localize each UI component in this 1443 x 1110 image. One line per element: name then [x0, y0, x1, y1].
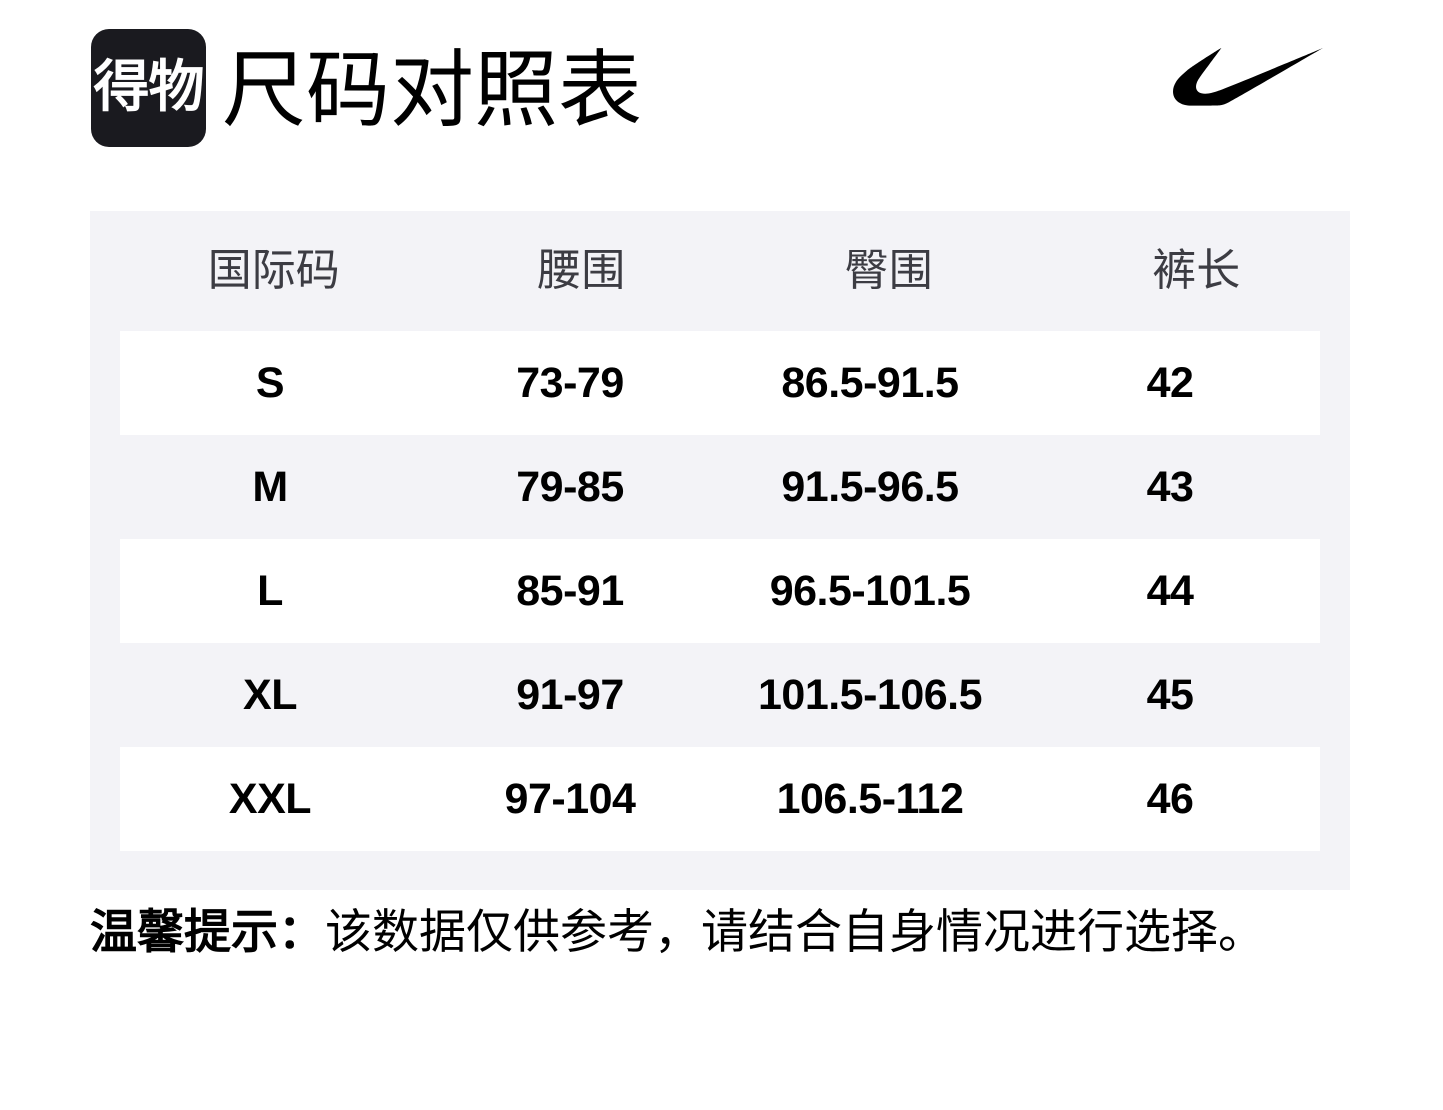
cell-hip: 106.5-112	[776, 775, 964, 823]
size-chart-table: 国际码 腰围 臀围 裤长 S 73-79 86.5-91.5 42 M 79-8…	[90, 211, 1350, 890]
page-title: 尺码对照表	[222, 41, 643, 139]
cell-size: M	[252, 463, 288, 511]
cell-length: 43	[1146, 463, 1194, 511]
cell-size: L	[257, 567, 283, 615]
cell-length: 45	[1146, 671, 1194, 719]
cell-waist: 91-97	[516, 671, 624, 719]
table-body: S 73-79 86.5-91.5 42 M 79-85 91.5-96.5 4…	[90, 331, 1350, 851]
disclaimer-note: 温馨提示：该数据仅供参考，请结合自身情况进行选择。	[90, 902, 1390, 964]
cell-size: S	[255, 359, 285, 407]
cell-waist: 73-79	[516, 359, 624, 407]
dewu-logo-icon: 得物	[91, 29, 206, 147]
table-row: M 79-85 91.5-96.5 43	[120, 435, 1320, 539]
page-header: 得物 尺码对照表	[0, 0, 1443, 200]
cell-waist: 85-91	[516, 567, 624, 615]
column-header-waist: 腰围	[537, 245, 626, 296]
table-row: XL 91-97 101.5-106.5 45	[120, 643, 1320, 747]
cell-hip: 96.5-101.5	[769, 567, 971, 615]
disclaimer-label: 温馨提示：	[90, 905, 325, 960]
disclaimer-text: 该数据仅供参考，请结合自身情况进行选择。	[325, 905, 1265, 960]
cell-hip: 91.5-96.5	[781, 463, 959, 511]
cell-size: XXL	[228, 775, 312, 823]
dewu-logo-label: 得物	[93, 55, 205, 120]
cell-waist: 97-104	[504, 775, 636, 823]
table-row: L 85-91 96.5-101.5 44	[120, 539, 1320, 643]
column-header-length: 裤长	[1152, 245, 1241, 296]
table-row: XXL 97-104 106.5-112 46	[120, 747, 1320, 851]
table-header-row: 国际码 腰围 臀围 裤长	[90, 211, 1350, 331]
cell-length: 46	[1146, 775, 1194, 823]
cell-waist: 79-85	[516, 463, 624, 511]
nike-swoosh-icon	[1173, 47, 1323, 106]
cell-hip: 101.5-106.5	[757, 671, 983, 719]
column-header-hip: 臀围	[844, 245, 933, 296]
column-header-international-size: 国际码	[207, 245, 340, 296]
table-row: S 73-79 86.5-91.5 42	[120, 331, 1320, 435]
cell-hip: 86.5-91.5	[781, 359, 959, 407]
cell-length: 44	[1146, 567, 1194, 615]
cell-length: 42	[1146, 359, 1194, 407]
cell-size: XL	[243, 671, 297, 719]
